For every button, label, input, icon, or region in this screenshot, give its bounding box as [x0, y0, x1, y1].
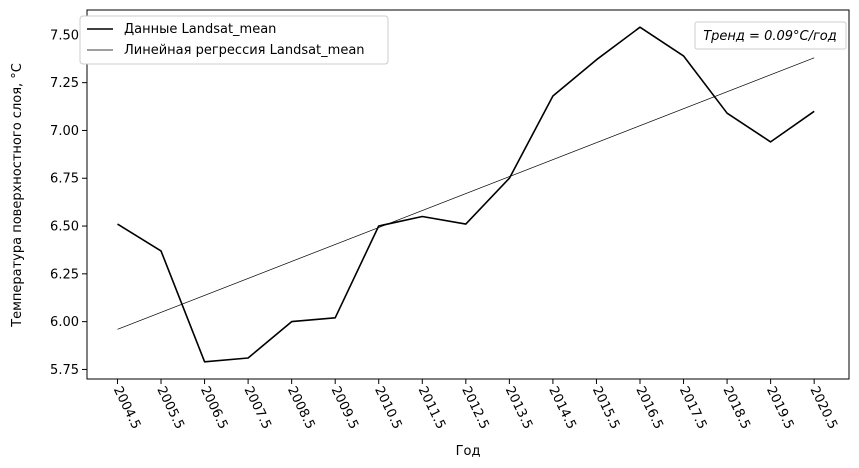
legend-label-regression: Линейная регрессия Landsat_mean	[124, 43, 365, 58]
legend-box	[79, 15, 389, 65]
legend-label-data: Данные Landsat_mean	[124, 22, 276, 37]
x-axis-label: Год	[456, 444, 481, 459]
y-tick-label: 5.75	[50, 363, 79, 378]
y-tick-label: 6.00	[50, 315, 79, 330]
y-tick-label: 7.25	[50, 76, 79, 91]
y-tick-label: 7.00	[50, 124, 79, 139]
y-tick-label: 6.50	[50, 220, 79, 235]
plot-area	[86, 9, 850, 380]
y-axis-label: Температура поверхностного слоя, °C	[10, 63, 25, 328]
trend-annotation-box	[694, 21, 847, 50]
trend-annotation-text: Тренд = 0.09°C/год	[703, 29, 837, 44]
regression-line	[117, 57, 815, 330]
trend-annotation: Тренд = 0.09°C/год	[694, 21, 847, 50]
y-tick-label: 6.25	[50, 267, 79, 282]
y-tick-label: 7.50	[50, 28, 79, 43]
y-axis: 5.75 6.00 6.25 6.50 6.75 7.00 7.25 7.50	[50, 28, 87, 378]
legend: Данные Landsat_mean Линейная регрессия L…	[79, 15, 389, 65]
y-tick-label: 6.75	[50, 172, 79, 187]
data-line	[117, 26, 815, 363]
